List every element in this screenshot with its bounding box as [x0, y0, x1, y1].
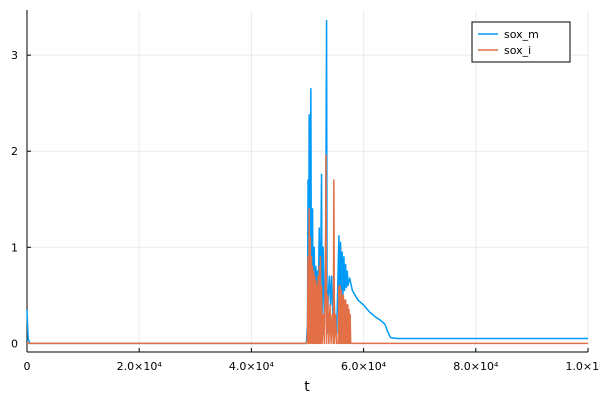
legend-label: sox_m	[504, 28, 539, 41]
y-tick-label: 2	[11, 145, 18, 158]
y-tick-label: 0	[11, 337, 18, 350]
legend: sox_m sox_i	[471, 21, 571, 63]
y-tick-label: 3	[11, 49, 18, 62]
x-tick-label: 6.0×10⁴	[341, 360, 387, 373]
x-tick-label: 0	[24, 360, 31, 373]
series-line	[27, 154, 588, 345]
x-tick-label: 2.0×10⁴	[117, 360, 163, 373]
y-tick-label: 1	[11, 241, 18, 254]
legend-label: sox_i	[504, 44, 531, 57]
x-tick-label: 4.0×10⁴	[229, 360, 275, 373]
x-axis-label: t	[304, 379, 310, 395]
legend-box	[471, 21, 571, 63]
x-tick-label: 1.0×10⁵	[565, 360, 600, 373]
x-tick-label: 8.0×10⁴	[453, 360, 499, 373]
